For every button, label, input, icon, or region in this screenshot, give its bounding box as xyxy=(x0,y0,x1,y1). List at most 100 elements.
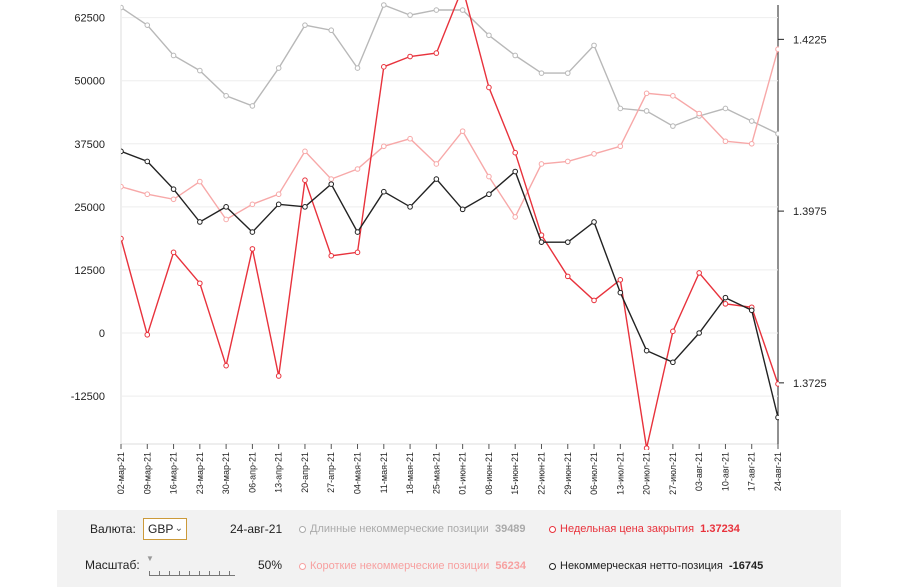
data-point xyxy=(328,181,335,187)
data-point xyxy=(197,219,203,225)
x-tick-label: 08-июн-21 xyxy=(484,452,494,495)
data-point xyxy=(775,46,779,53)
data-point xyxy=(381,188,387,195)
data-point xyxy=(670,123,676,129)
data-point xyxy=(538,239,545,245)
data-point xyxy=(407,204,413,210)
legend-close-value: 1.37234 xyxy=(700,523,740,535)
legend-close-label: Недельная цена закрытия xyxy=(560,523,695,535)
series-line xyxy=(121,150,779,418)
data-point xyxy=(617,289,624,296)
data-point xyxy=(591,42,597,49)
data-point xyxy=(121,148,124,155)
data-point xyxy=(275,65,282,71)
data-point xyxy=(302,148,308,155)
data-point xyxy=(328,27,335,34)
data-point xyxy=(249,229,256,235)
data-point xyxy=(328,176,335,182)
data-point xyxy=(275,191,282,198)
data-point xyxy=(722,301,729,307)
x-tick-label: 23-мар-21 xyxy=(195,452,205,494)
series-0 xyxy=(121,2,779,137)
x-tick-label: 15-июн-21 xyxy=(510,452,520,495)
series-line xyxy=(121,0,779,449)
legend-long[interactable]: Длинные некоммерческие позиции 39489 xyxy=(299,523,526,535)
x-tick-label: 02-мар-21 xyxy=(116,452,126,494)
slider-handle-icon[interactable]: ▼ xyxy=(146,554,154,563)
x-tick-label: 13-июл-21 xyxy=(615,452,625,495)
data-point xyxy=(696,110,702,117)
data-point xyxy=(512,52,519,59)
data-point xyxy=(512,168,519,175)
data-point xyxy=(302,177,308,183)
data-point xyxy=(170,249,177,256)
controls-panel: Валюта: GBP ⌄ 24-авг-21 Длинные некоммер… xyxy=(57,510,841,587)
data-point xyxy=(748,118,755,124)
x-tick-label: 20-апр-21 xyxy=(300,452,310,493)
legend-short-label: Короткие некоммерческие позиции xyxy=(310,560,490,572)
x-tick-label: 18-мая-21 xyxy=(405,452,415,494)
legend-close[interactable]: Недельная цена закрытия 1.37234 xyxy=(549,523,740,535)
currency-value: GBP xyxy=(148,522,174,536)
data-point xyxy=(407,53,413,60)
x-tick-label: 13-апр-21 xyxy=(274,452,284,493)
x-tick-label: 17-авг-21 xyxy=(747,452,757,491)
legend-net[interactable]: Некоммерческая нетто-позиция -16745 xyxy=(549,560,763,572)
data-point xyxy=(354,229,361,235)
data-point xyxy=(354,65,361,71)
data-point xyxy=(170,186,177,192)
data-point xyxy=(121,4,124,11)
left-tick-label: 0 xyxy=(99,328,105,340)
data-point xyxy=(670,93,676,99)
data-point xyxy=(302,22,308,28)
data-point xyxy=(121,235,124,242)
scale-slider[interactable] xyxy=(149,567,235,576)
left-tick-label: 37500 xyxy=(74,139,105,151)
x-tick-label: 27-июл-21 xyxy=(668,452,678,495)
data-point xyxy=(407,12,413,18)
x-tick-label: 20-июл-21 xyxy=(642,452,652,495)
data-point xyxy=(617,277,624,283)
series-line xyxy=(121,4,779,135)
scale-value: 50% xyxy=(258,558,283,572)
x-tick-label: 06-апр-21 xyxy=(247,452,257,493)
legend-short[interactable]: Короткие некоммерческие позиции 56234 xyxy=(299,560,526,572)
x-tick-label: 03-авг-21 xyxy=(694,452,704,491)
data-point xyxy=(564,158,571,165)
x-tick-label: 29-июн-21 xyxy=(563,452,573,495)
left-tick-label: 25000 xyxy=(74,202,105,214)
data-point xyxy=(223,204,229,210)
left-tick-label: 12500 xyxy=(74,265,105,277)
data-point xyxy=(670,359,676,366)
data-point xyxy=(381,2,387,8)
x-tick-label: 04-мая-21 xyxy=(353,452,363,494)
data-point xyxy=(486,84,492,91)
data-point xyxy=(144,22,151,28)
data-point xyxy=(748,140,755,147)
legend-net-marker-icon xyxy=(549,562,556,570)
data-point xyxy=(486,191,492,198)
data-point xyxy=(144,158,151,165)
data-point xyxy=(617,143,624,150)
data-point xyxy=(170,196,177,203)
x-tick-label: 27-апр-21 xyxy=(326,452,336,493)
data-point xyxy=(407,135,413,142)
data-point xyxy=(433,50,440,56)
data-point xyxy=(249,246,256,252)
data-point xyxy=(748,307,755,314)
data-point xyxy=(433,161,440,167)
data-point xyxy=(381,143,387,150)
right-tick-label: 1.3975 xyxy=(793,206,827,218)
data-point xyxy=(722,294,729,301)
legend-long-value: 39489 xyxy=(494,523,526,535)
legend-long-label: Длинные некоммерческие позиции xyxy=(310,523,489,535)
data-point xyxy=(275,373,282,379)
currency-select[interactable]: GBP ⌄ xyxy=(143,518,187,540)
data-point xyxy=(459,206,466,213)
data-point xyxy=(643,108,650,114)
legend-short-marker-icon xyxy=(299,562,306,570)
data-point xyxy=(643,347,650,354)
data-point xyxy=(564,70,571,76)
x-tick-label: 11-мая-21 xyxy=(379,452,389,493)
x-tick-label: 01-июн-21 xyxy=(458,452,468,495)
